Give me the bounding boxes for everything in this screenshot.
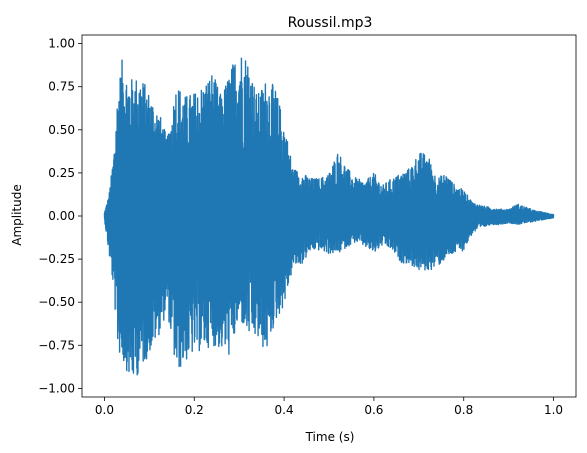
y-tick-label: 1.00 [48, 37, 75, 51]
x-tick-label: 1.0 [544, 403, 563, 417]
chart-title: Roussil.mp3 [288, 15, 373, 31]
y-tick-label: −0.75 [38, 338, 75, 352]
y-tick-label: −0.25 [38, 252, 75, 266]
x-axis-label: Time (s) [305, 430, 355, 444]
x-tick-label: 0.0 [95, 403, 114, 417]
y-tick-label: 0.75 [48, 80, 75, 94]
y-axis: −1.00 −0.75 −0.50 −0.25 0.00 0.25 0.50 0.75 1.00 [38, 37, 82, 395]
y-tick-label: 0.00 [48, 209, 75, 223]
y-tick-label: −0.50 [38, 295, 75, 309]
x-axis: 0.0 0.2 0.4 0.6 0.8 1.0 [95, 397, 563, 417]
y-tick-label: −1.00 [38, 381, 75, 395]
x-tick-label: 0.6 [364, 403, 383, 417]
x-tick-label: 0.2 [185, 403, 204, 417]
x-tick-label: 0.4 [275, 403, 294, 417]
waveform-line [103, 57, 555, 376]
y-tick-label: 0.50 [48, 123, 75, 137]
waveform-layer [103, 57, 555, 376]
y-axis-label: Amplitude [10, 184, 24, 246]
x-tick-label: 0.8 [454, 403, 473, 417]
y-tick-label: 0.25 [48, 166, 75, 180]
